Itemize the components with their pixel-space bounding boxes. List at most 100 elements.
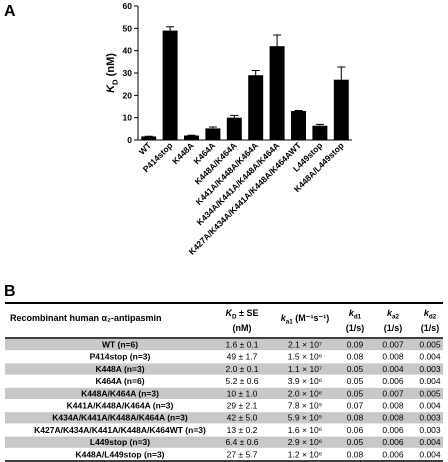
header-cell: KD ± SE bbox=[225, 308, 258, 321]
table-cell: 7.8 × 10⁵ bbox=[288, 401, 322, 411]
table-cell: 0.005 bbox=[419, 388, 441, 398]
table-cell: 0.007 bbox=[382, 388, 404, 398]
label-text: (M⁻¹s⁻¹) bbox=[293, 313, 330, 323]
table-cell: 3.9 × 10⁶ bbox=[288, 376, 322, 386]
error-bar bbox=[208, 126, 217, 129]
table-cell: 0.08 bbox=[347, 449, 364, 459]
table-cell: 0.008 bbox=[382, 413, 404, 423]
table-cell: 6.4 ± 0.6 bbox=[225, 437, 258, 447]
row-shade bbox=[5, 436, 443, 448]
table-cell: 2.1 × 10⁷ bbox=[288, 340, 322, 350]
bar bbox=[184, 135, 199, 140]
error-bar bbox=[273, 34, 282, 47]
bar bbox=[205, 128, 221, 140]
y-tick-label: 0 bbox=[127, 135, 132, 145]
table-cell: 0.05 bbox=[347, 437, 364, 447]
header-cell: ka1 (M⁻¹s⁻¹) bbox=[281, 313, 330, 326]
error-bar bbox=[337, 66, 346, 80]
label-text: ± SE bbox=[237, 308, 259, 318]
y-tick-label: 60 bbox=[123, 1, 133, 11]
table-cell: 0.006 bbox=[382, 449, 404, 459]
header-unit: (1/s) bbox=[421, 323, 440, 333]
bar bbox=[333, 79, 349, 140]
table-cell: L449stop (n=3) bbox=[90, 437, 150, 447]
panel-label: A bbox=[4, 3, 16, 20]
subscript: D bbox=[110, 79, 119, 85]
table-cell: K448A (n=3) bbox=[95, 364, 144, 374]
table-cell: P414stop (n=3) bbox=[90, 352, 151, 362]
table-cell: K427A/K434A/K441A/K448A/K464WT (n=3) bbox=[34, 425, 206, 435]
table-cell: 0.07 bbox=[347, 401, 364, 411]
table-cell: 0.004 bbox=[419, 401, 441, 411]
table-cell: 42 ± 5.0 bbox=[227, 413, 258, 423]
table-cell: 0.05 bbox=[347, 388, 364, 398]
table-cell: K448A/K464A (n=3) bbox=[81, 388, 159, 398]
table-cell: 0.006 bbox=[382, 376, 404, 386]
row-shade bbox=[5, 412, 443, 424]
table-cell: K434A/K441A/K448A/K464A (n=3) bbox=[52, 413, 188, 423]
symbol: k bbox=[281, 313, 287, 323]
label-text: (nM) bbox=[105, 53, 117, 80]
symbol: K bbox=[105, 84, 117, 93]
row-shade bbox=[5, 363, 443, 375]
table-cell: 0.08 bbox=[347, 413, 364, 423]
y-tick-label: 50 bbox=[123, 23, 133, 33]
table-cell: 0.05 bbox=[347, 376, 364, 386]
table-cell: 10 ± 1.0 bbox=[227, 388, 258, 398]
table-cell: 1.6 × 10⁶ bbox=[288, 425, 322, 435]
table-cell: 1.2 × 10⁶ bbox=[288, 449, 322, 459]
subscript: a1 bbox=[286, 319, 294, 326]
symbol: k bbox=[387, 308, 393, 318]
y-tick-label: 30 bbox=[123, 68, 133, 78]
bar bbox=[312, 125, 328, 140]
header-unit: (1/s) bbox=[384, 323, 403, 333]
bar bbox=[226, 117, 242, 140]
header-unit: (nM) bbox=[233, 323, 252, 333]
table-cell: 2.0 × 10⁶ bbox=[288, 388, 322, 398]
table-cell: 0.006 bbox=[382, 437, 404, 447]
bar bbox=[248, 75, 264, 140]
table-cell: 49 ± 1.7 bbox=[227, 352, 258, 362]
header-cell: ka2 bbox=[387, 308, 400, 321]
header-cell: kd1 bbox=[349, 308, 362, 321]
header-cell: kd2 bbox=[424, 308, 437, 321]
panel-label: B bbox=[4, 283, 16, 300]
table-cell: 27 ± 5.7 bbox=[227, 449, 258, 459]
table-cell: 5.9 × 10⁵ bbox=[288, 413, 322, 423]
table-cell: K464A (n=6) bbox=[95, 376, 144, 386]
bar bbox=[141, 136, 157, 140]
table-cell: 13 ± 0.2 bbox=[227, 425, 258, 435]
subscript: a2 bbox=[392, 314, 400, 321]
table-cell: WT (n=6) bbox=[102, 340, 138, 350]
table-cell: 0.008 bbox=[382, 401, 404, 411]
table-cell: 0.007 bbox=[382, 340, 404, 350]
subscript: d2 bbox=[429, 314, 437, 321]
table-cell: 0.003 bbox=[419, 425, 441, 435]
header-unit: (1/s) bbox=[346, 323, 365, 333]
row-shade bbox=[5, 387, 443, 399]
error-bar bbox=[315, 123, 324, 126]
x-tick-label: K448A bbox=[170, 140, 196, 166]
y-tick-label: 10 bbox=[123, 113, 133, 123]
symbol: k bbox=[424, 308, 430, 318]
table-cell: 0.004 bbox=[419, 376, 441, 386]
symbol: k bbox=[349, 308, 355, 318]
table-cell: 0.005 bbox=[419, 340, 441, 350]
bar bbox=[269, 46, 285, 141]
error-bar bbox=[230, 114, 239, 118]
y-tick-label: 20 bbox=[123, 90, 133, 100]
table-cell: 2.0 ± 0.1 bbox=[225, 364, 258, 374]
header-cell: Recombinant human α₂-antipasmin bbox=[10, 313, 162, 323]
subscript: d1 bbox=[354, 314, 362, 321]
y-tick-label: 40 bbox=[123, 46, 133, 56]
label-text: Recombinant human α₂-antipasmin bbox=[10, 313, 162, 323]
table-cell: 29 ± 2.1 bbox=[227, 401, 258, 411]
table-cell: 0.06 bbox=[347, 425, 364, 435]
subscript: D bbox=[232, 314, 237, 321]
table-cell: 0.003 bbox=[419, 364, 441, 374]
table-cell: 0.09 bbox=[347, 340, 364, 350]
error-bar bbox=[166, 26, 175, 31]
table-cell: K448A/L449stop (n=3) bbox=[75, 449, 164, 459]
table-cell: 0.004 bbox=[382, 364, 404, 374]
